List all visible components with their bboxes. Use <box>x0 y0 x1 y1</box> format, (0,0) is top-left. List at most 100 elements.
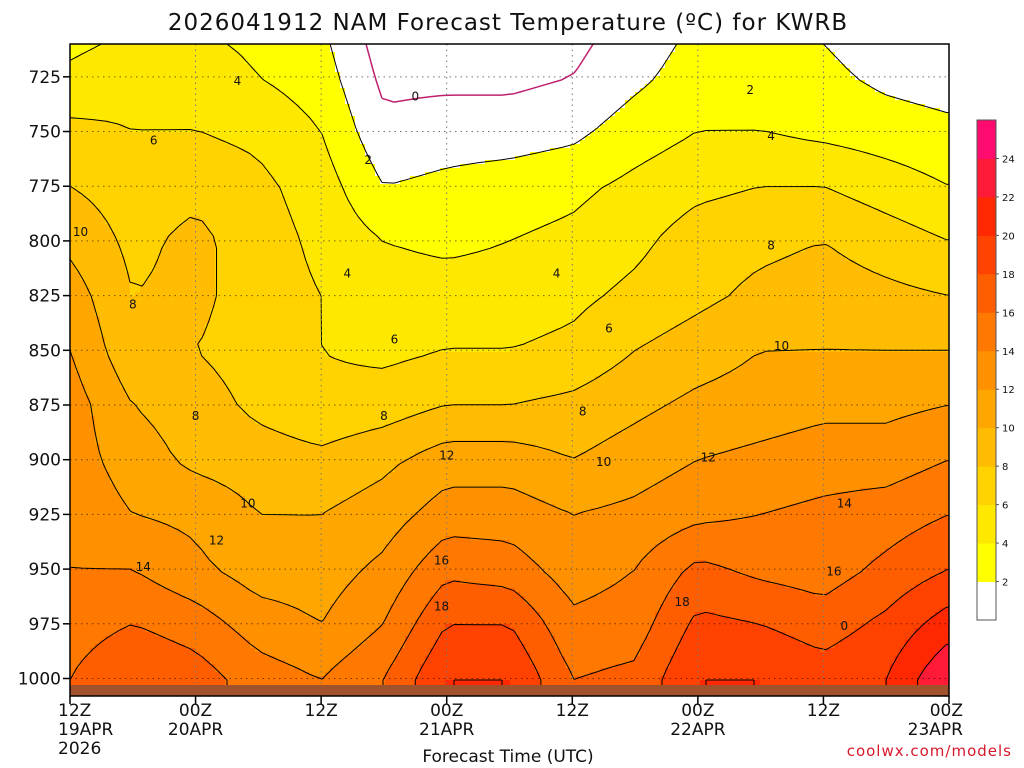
temperature-cell <box>360 64 366 69</box>
temperature-cell <box>890 48 896 53</box>
temperature-cell <box>605 64 611 69</box>
temperature-cell <box>380 64 386 69</box>
temperature-cell <box>100 52 106 57</box>
temperature-cell <box>155 68 161 73</box>
temperature-cell <box>570 48 576 53</box>
temperature-cell <box>115 68 121 73</box>
temperature-cell <box>505 48 511 53</box>
temperature-cell <box>530 60 536 65</box>
temperature-cell <box>655 52 661 57</box>
temperature-cell <box>645 60 651 65</box>
temperature-cell <box>880 60 886 65</box>
temperature-cell <box>625 64 631 69</box>
temperature-cell <box>145 56 151 61</box>
temperature-cell <box>420 72 426 77</box>
temperature-cell <box>895 72 901 77</box>
temperature-cell <box>795 60 801 65</box>
temperature-cell <box>505 64 511 69</box>
temperature-cell <box>860 72 866 77</box>
temperature-cell <box>740 52 746 57</box>
temperature-cell <box>550 68 556 73</box>
temperature-cell <box>935 60 941 65</box>
temperature-cell <box>295 60 301 65</box>
temperature-cell <box>310 48 316 53</box>
temperature-cell <box>495 48 501 53</box>
temperature-cell <box>180 72 186 77</box>
temperature-cell <box>450 72 456 77</box>
temperature-cell <box>100 68 106 73</box>
temperature-cell <box>860 52 866 57</box>
temperature-cell <box>265 64 271 69</box>
temperature-cell <box>70 68 76 73</box>
temperature-cell <box>600 60 606 65</box>
temperature-cell <box>265 52 271 57</box>
temperature-cell <box>825 64 831 69</box>
temperature-cell <box>870 60 876 65</box>
temperature-cell <box>645 64 651 69</box>
temperature-cell <box>895 64 901 69</box>
temperature-cell <box>345 56 351 61</box>
temperature-cell <box>315 56 321 61</box>
temperature-cell <box>545 64 551 69</box>
temperature-cell <box>550 72 556 77</box>
temperature-cell <box>220 72 226 77</box>
temperature-cell <box>235 68 241 73</box>
temperature-cell <box>185 56 191 61</box>
temperature-cell <box>885 60 891 65</box>
temperature-cell <box>430 56 436 61</box>
temperature-cell <box>605 72 611 77</box>
temperature-cell <box>930 56 936 61</box>
temperature-cell <box>900 68 906 73</box>
temperature-cell <box>120 48 126 53</box>
temperature-cell <box>495 68 501 73</box>
temperature-cell <box>685 48 691 53</box>
temperature-cell <box>835 48 841 53</box>
temperature-cell <box>930 68 936 73</box>
temperature-cell <box>620 56 626 61</box>
temperature-cell <box>280 52 286 57</box>
temperature-cell <box>485 52 491 57</box>
temperature-cell <box>910 64 916 69</box>
temperature-cell <box>170 64 176 69</box>
temperature-cell <box>325 72 331 77</box>
temperature-cell <box>730 72 736 77</box>
temperature-cell <box>575 72 581 77</box>
temperature-cell <box>295 48 301 53</box>
temperature-cell <box>410 52 416 57</box>
temperature-cell <box>95 48 101 53</box>
temperature-cell <box>435 48 441 53</box>
temperature-cell <box>710 72 716 77</box>
temperature-cell <box>895 48 901 53</box>
temperature-cell <box>285 64 291 69</box>
temperature-cell <box>545 48 551 53</box>
temperature-cell <box>520 68 526 73</box>
temperature-cell <box>465 52 471 57</box>
temperature-cell <box>815 76 821 81</box>
temperature-cell <box>440 68 446 73</box>
temperature-cell <box>435 56 441 61</box>
temperature-cell <box>405 68 411 73</box>
temperature-cell <box>465 56 471 61</box>
temperature-cell <box>90 68 96 73</box>
temperature-cell <box>690 56 696 61</box>
temperature-cell <box>380 52 386 57</box>
temperature-cell <box>245 48 251 53</box>
temperature-cell <box>410 56 416 61</box>
temperature-cell <box>490 60 496 65</box>
temperature-cell <box>370 52 376 57</box>
temperature-cell <box>505 52 511 57</box>
temperature-cell <box>755 68 761 73</box>
temperature-cell <box>505 68 511 73</box>
temperature-cell <box>795 64 801 69</box>
temperature-cell <box>730 48 736 53</box>
temperature-cell <box>445 48 451 53</box>
temperature-cell <box>940 72 946 77</box>
temperature-cell <box>155 72 161 77</box>
temperature-cell <box>820 72 826 77</box>
temperature-cell <box>410 68 416 73</box>
temperature-cell <box>685 56 691 61</box>
temperature-cell <box>110 48 116 53</box>
temperature-cell <box>325 56 331 61</box>
temperature-cell <box>730 68 736 73</box>
temperature-cell <box>630 52 636 57</box>
